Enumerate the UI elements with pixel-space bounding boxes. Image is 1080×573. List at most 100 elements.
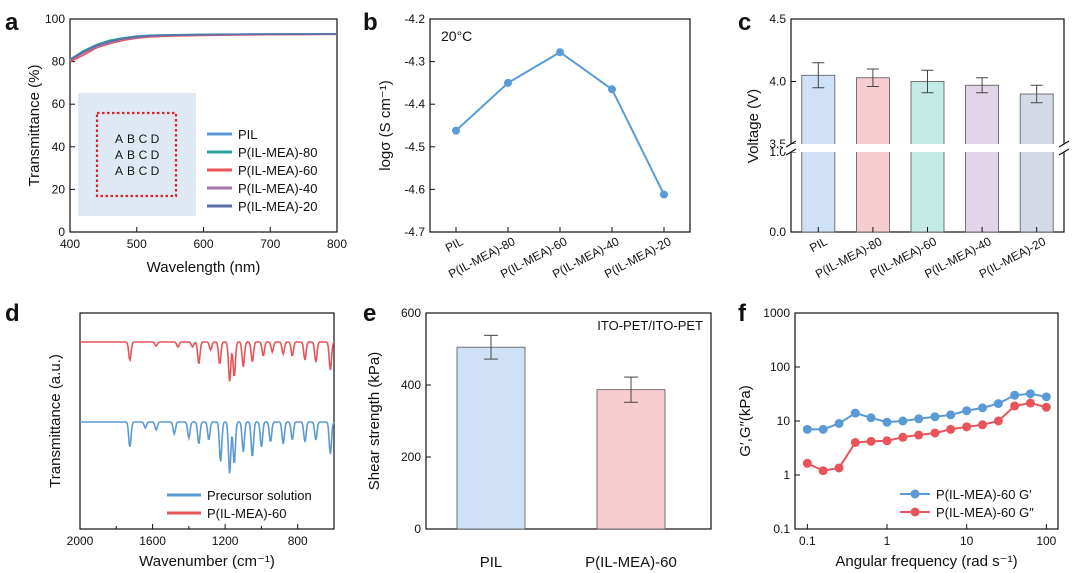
panel-f-point-0-5 bbox=[882, 417, 892, 427]
panel-c-ylabel: Voltage (V) bbox=[745, 89, 762, 163]
panel-f-point-1-9 bbox=[946, 424, 956, 434]
panel-e-xtick-1: P(IL-MEA)-60 bbox=[585, 554, 677, 571]
panel-e-annotation: ITO-PET/ITO-PET bbox=[597, 318, 703, 333]
inset-letter-2-2: C bbox=[139, 164, 148, 178]
panel-a-xtick-800: 800 bbox=[327, 237, 347, 251]
panel-f-ylabel: G′,G″(kPa) bbox=[737, 385, 754, 456]
panel-e-bar-1 bbox=[596, 389, 666, 530]
inset-letter-0-2: C bbox=[139, 132, 148, 146]
panel-b-annotation: 20°C bbox=[441, 28, 472, 44]
panel-b-ytick--4.3: -4.3 bbox=[404, 55, 425, 69]
inset-letter-2-0: A bbox=[115, 164, 123, 178]
panel-c-break-mark-top-1 bbox=[1058, 140, 1070, 148]
panel-c-bar-0 bbox=[801, 74, 836, 233]
inset-photo bbox=[78, 93, 196, 216]
panel-d-legend-0: Precursor solution bbox=[207, 488, 312, 503]
panel-b-line bbox=[455, 51, 665, 195]
panel-f-point-0-8 bbox=[930, 412, 940, 422]
panel-e-xtick-0: PIL bbox=[480, 554, 503, 571]
panel-b-xtick-0: PIL bbox=[443, 234, 466, 255]
panel-f-point-0-7 bbox=[914, 414, 924, 424]
panel-f-point-0-0 bbox=[802, 424, 812, 434]
panel-a-ytick-40: 40 bbox=[52, 140, 66, 154]
panel-f-ytick-1000: 1000 bbox=[763, 306, 790, 320]
panel-a-ytick-0: 0 bbox=[58, 225, 65, 239]
panel-letter-c: c bbox=[738, 9, 751, 36]
panel-f-point-1-10 bbox=[962, 422, 972, 432]
inset-letter-1-1: B bbox=[127, 148, 135, 162]
panel-a-ytick-80: 80 bbox=[52, 55, 66, 69]
panel-c-break-mark-top-0 bbox=[785, 140, 797, 148]
panel-c-ytick-0.0: 0.0 bbox=[769, 225, 786, 239]
panel-a-legend-2: P(IL-MEA)-60 bbox=[238, 163, 317, 178]
panel-a-series-4 bbox=[69, 33, 338, 61]
panel-a-ytick-100: 100 bbox=[45, 12, 65, 26]
inset-letter-1-2: C bbox=[139, 148, 148, 162]
panel-c-bar-2 bbox=[910, 81, 945, 233]
panel-f-point-1-6 bbox=[898, 432, 908, 442]
panel-d-xtick-800: 800 bbox=[288, 534, 308, 548]
panel-f-point-0-6 bbox=[898, 416, 908, 426]
panel-f-point-0-11 bbox=[978, 403, 988, 413]
panel-e-ytick-0: 0 bbox=[414, 522, 421, 536]
panel-d-ylabel: Transmittance (a.u.) bbox=[47, 354, 64, 488]
panel-c-xtick-0: PIL bbox=[807, 234, 830, 255]
panel-a-ylabel: Transmittance (%) bbox=[26, 65, 43, 187]
panel-c-axis-break bbox=[783, 144, 1072, 152]
panel-f-point-1-8 bbox=[930, 428, 940, 438]
panel-a-legend-3: P(IL-MEA)-40 bbox=[238, 181, 317, 196]
panel-f-xtick-1: 1 bbox=[884, 534, 891, 548]
inset-letter-1-0: A bbox=[115, 148, 123, 162]
panel-c-ytick-1.0: 1.0 bbox=[769, 145, 786, 159]
panel-e-frame bbox=[425, 312, 712, 530]
panel-e-ytick-600: 600 bbox=[401, 306, 421, 320]
panel-f-point-1-1 bbox=[818, 466, 828, 476]
panel-a-xtick-500: 500 bbox=[127, 237, 147, 251]
panel-b-ytick--4.5: -4.5 bbox=[404, 140, 425, 154]
panel-a-series-2 bbox=[69, 33, 338, 63]
panel-f-xtick-10: 10 bbox=[960, 534, 974, 548]
panel-e-ytick-200: 200 bbox=[401, 450, 421, 464]
panel-a-series-1 bbox=[69, 33, 337, 61]
panel-a-legend-0: PIL bbox=[238, 127, 258, 142]
panel-f-legend-0: P(IL-MEA)-60 G′ bbox=[936, 487, 1032, 502]
panel-d-frame bbox=[79, 312, 335, 530]
panel-c-break-mark-bot-1 bbox=[1058, 148, 1070, 156]
panel-b-ytick--4.7: -4.7 bbox=[404, 225, 425, 239]
panel-b-ytick--4.6: -4.6 bbox=[404, 182, 425, 196]
panel-f-point-1-7 bbox=[914, 430, 924, 440]
panel-a-xtick-700: 700 bbox=[260, 237, 280, 251]
inset-letter-1-3: D bbox=[151, 148, 160, 162]
panel-a-series-0 bbox=[69, 33, 337, 61]
panel-letter-e: e bbox=[363, 300, 376, 327]
panel-f-line-1 bbox=[806, 402, 1047, 472]
panel-b-ytick--4.4: -4.4 bbox=[404, 97, 425, 111]
panel-f-point-0-15 bbox=[1041, 392, 1051, 402]
panel-d-xlabel: Wavenumber (cm⁻¹) bbox=[139, 553, 275, 570]
panel-f-xlabel: Angular frequency (rad s⁻¹) bbox=[835, 553, 1017, 570]
panel-c-break-mark-bot-0 bbox=[785, 148, 797, 156]
panel-c-bar-3 bbox=[965, 84, 999, 233]
panel-a-legend-1: P(IL-MEA)-80 bbox=[238, 145, 317, 160]
inset-letter-2-1: B bbox=[127, 164, 135, 178]
panel-e-ytick-400: 400 bbox=[401, 378, 421, 392]
panel-f-point-0-4 bbox=[866, 413, 876, 423]
panel-a-series-3 bbox=[69, 33, 338, 62]
panel-f-point-1-5 bbox=[882, 436, 892, 446]
panel-b-point-3 bbox=[608, 85, 616, 94]
panel-f-point-0-13 bbox=[1010, 390, 1020, 400]
panel-f-ytick-1: 1 bbox=[783, 468, 790, 482]
panel-a-legend-4: P(IL-MEA)-20 bbox=[238, 199, 317, 214]
panel-c-bar-4 bbox=[1019, 93, 1054, 233]
panel-f-legend-marker-1 bbox=[910, 507, 920, 517]
panel-d-xtick-1600: 1600 bbox=[139, 534, 166, 548]
panel-b-point-4 bbox=[660, 190, 668, 199]
panel-d-series-precursor bbox=[80, 421, 335, 474]
panel-e-bar-0 bbox=[456, 346, 526, 530]
panel-letter-d: d bbox=[5, 300, 20, 327]
panel-f-point-1-13 bbox=[1010, 401, 1020, 411]
panel-f-point-1-3 bbox=[850, 437, 860, 447]
panel-f-ytick-10: 10 bbox=[777, 414, 791, 428]
panel-f-point-1-0 bbox=[802, 458, 812, 468]
